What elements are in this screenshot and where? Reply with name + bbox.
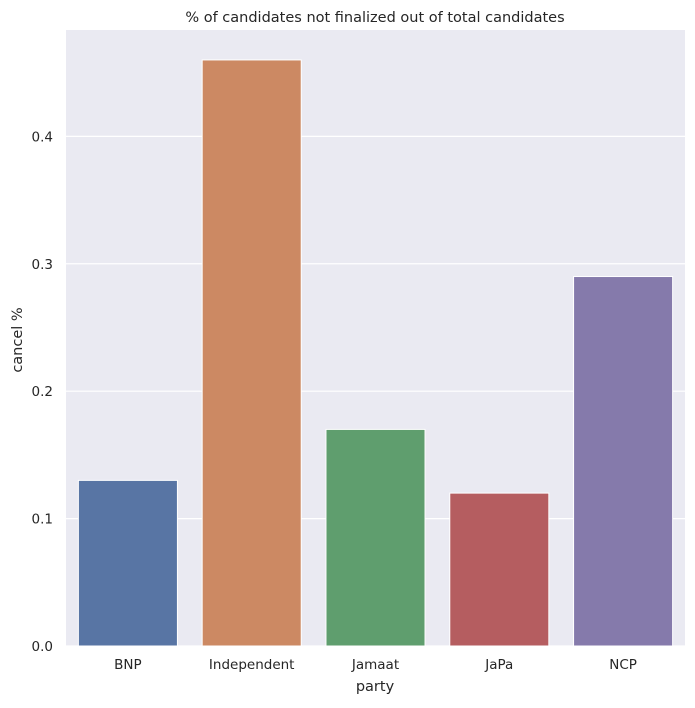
y-tick-label: 0.3 — [32, 257, 53, 273]
x-tick-label: NCP — [609, 657, 637, 673]
bar-bnp — [77, 479, 178, 647]
y-tick-label: 0.1 — [32, 512, 53, 528]
y-tick-labels: 0.0 0.1 0.2 0.3 0.4 — [32, 129, 53, 655]
y-tick-label: 0.4 — [32, 129, 53, 145]
x-tick-label: Jamaat — [351, 657, 399, 673]
y-tick-label: 0.2 — [32, 384, 53, 400]
bar-japa — [449, 492, 550, 647]
bar-jamaat — [325, 428, 426, 647]
bars — [77, 59, 674, 647]
y-axis-label: cancel % — [10, 307, 26, 372]
bar-independent — [201, 59, 302, 647]
y-tick-label: 0.0 — [32, 639, 53, 655]
x-axis-label: party — [356, 679, 395, 695]
x-tick-label: Independent — [209, 657, 295, 673]
chart-title: % of candidates not finalized out of tot… — [185, 10, 564, 26]
bar-ncp — [573, 276, 674, 647]
x-tick-label: BNP — [114, 657, 142, 673]
x-tick-labels: BNP Independent Jamaat JaPa NCP — [114, 657, 637, 673]
x-tick-label: JaPa — [484, 657, 513, 673]
